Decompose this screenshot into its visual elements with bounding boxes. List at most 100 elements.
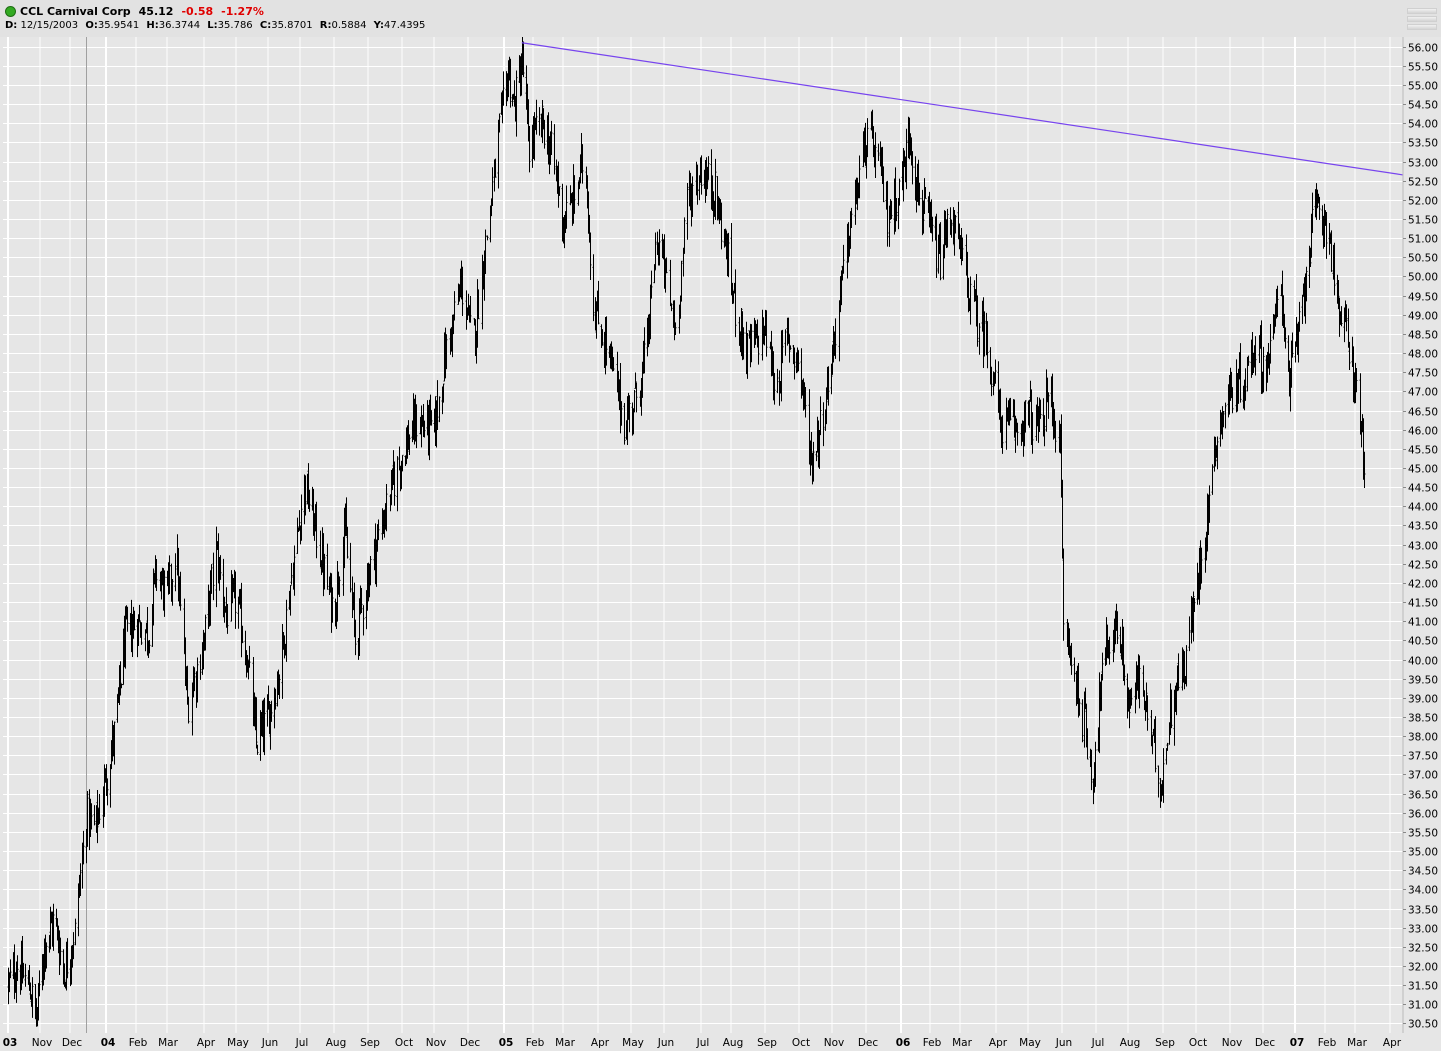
y-value: 47.4395 — [384, 20, 426, 31]
ohlc-bar — [757, 335, 760, 365]
x-tick-label: Mar — [952, 1037, 972, 1049]
y-tick-label: 39.00 — [1408, 694, 1438, 706]
y-tick-label: 51.00 — [1408, 234, 1438, 246]
ohlc-bar — [1340, 306, 1343, 327]
panel-menu-icon[interactable] — [1407, 6, 1437, 30]
ohlc-bar — [82, 830, 85, 865]
ohlc-bar — [1094, 741, 1097, 787]
ohlc-bar — [377, 519, 380, 541]
x-tick-label: Jun — [1055, 1037, 1072, 1049]
ohlc-bar — [978, 323, 981, 355]
ohlc-bar — [773, 372, 776, 405]
ohlc-bar — [396, 456, 399, 512]
x-tick-label: Jul — [295, 1037, 309, 1049]
ohlc-bar — [126, 606, 129, 632]
ohlc-bar — [31, 977, 34, 1018]
ohlc-bar — [683, 217, 686, 254]
x-tick-label: Dec — [460, 1037, 481, 1049]
ohlc-bar — [423, 420, 426, 438]
y-tick-label: 48.00 — [1408, 349, 1438, 361]
y-tick-label: 43.50 — [1408, 521, 1438, 533]
resistance-trendline[interactable] — [521, 42, 1404, 176]
ohlc-bar — [1073, 657, 1076, 682]
ohlc-bar — [793, 347, 796, 380]
x-tick-label: Oct — [1189, 1037, 1207, 1049]
y-tick-label: 38.50 — [1408, 713, 1438, 725]
ohlc-bar — [825, 387, 828, 425]
ohlc-bar — [842, 244, 845, 274]
ohlc-bar — [589, 232, 592, 280]
ohlc-bar — [486, 235, 489, 241]
ohlc-bar — [59, 937, 62, 966]
ohlc-bar — [120, 683, 123, 689]
ohlc-bar — [1054, 420, 1057, 453]
ohlc-bar — [1150, 710, 1153, 747]
price-chart[interactable]: 30.50 31.00 31.50 32.00 32.50 33.00 33.50 34.00… — [0, 37, 1441, 1051]
ohlc-bar — [1146, 695, 1149, 731]
ohlc-bar — [461, 266, 464, 316]
ohlc-bar — [669, 259, 672, 307]
ohlc-bar — [1081, 699, 1084, 743]
ohlc-bar — [634, 372, 637, 390]
ohlc-bar — [990, 366, 993, 397]
ohlc-bar — [1345, 304, 1348, 332]
ohlc-bar — [882, 166, 885, 203]
ohlc-bar — [815, 451, 818, 462]
ohlc-bar — [812, 441, 815, 482]
range-label: R: — [319, 20, 332, 31]
x-tick-label: Oct — [792, 1037, 810, 1049]
ohlc-bar — [1262, 346, 1265, 393]
ohlc-bar — [720, 202, 723, 250]
y-tick-label: 46.50 — [1408, 407, 1438, 419]
quote-title-line: CCL Carnival Corp 45.12 -0.58 -1.27% — [5, 3, 264, 19]
x-tick-label: May — [227, 1037, 249, 1049]
ohlc-bar — [976, 295, 979, 347]
ohlc-bar — [522, 41, 525, 78]
ohlc-bar — [174, 553, 177, 592]
ohlc-bar — [45, 942, 48, 969]
open-value: 35.9541 — [97, 20, 140, 31]
trendline[interactable] — [521, 42, 1404, 176]
ohlc-bar — [665, 257, 668, 274]
ohlc-bar — [581, 144, 584, 184]
x-tick-label: Apr — [989, 1037, 1008, 1049]
y-axis: 30.50 31.00 31.50 32.00 32.50 33.00 33.50 34.00… — [1403, 43, 1438, 1031]
ohlc-bar — [691, 176, 694, 217]
x-tick-label: Jun — [261, 1037, 278, 1049]
ohlc-bar — [308, 489, 311, 512]
ohlc-bar — [1363, 451, 1366, 489]
ohlc-bar — [362, 605, 365, 636]
x-tick-label: Sep — [757, 1037, 777, 1049]
ohlc-bar — [1188, 616, 1191, 652]
ohlc-bar — [784, 329, 787, 356]
ohlc-bar — [827, 366, 830, 406]
ohlc-bar — [834, 318, 837, 359]
ohlc-bar — [553, 124, 556, 175]
ohlc-bar — [1090, 749, 1093, 791]
ohlc-bar — [93, 805, 96, 826]
ohlc-bar — [163, 570, 166, 617]
ohlc-bar — [148, 640, 151, 654]
x-tick-label: Jul — [1091, 1037, 1105, 1049]
ohlc-bar — [1185, 645, 1188, 687]
ohlc-bar — [819, 396, 822, 436]
ohlc-bar — [961, 237, 964, 261]
ohlc-bar — [765, 310, 768, 357]
x-tick-label: Jun — [657, 1037, 674, 1049]
ohlc-bar — [296, 517, 299, 554]
price-change-percent: -1.27% — [221, 4, 264, 18]
y-tick-label: 37.00 — [1408, 770, 1438, 782]
ohlc-bar — [969, 276, 972, 325]
ohlc-bar — [597, 280, 600, 325]
ohlc-bar — [877, 143, 880, 161]
low-label: L: — [207, 20, 218, 31]
x-tick-label: 03 — [3, 1037, 18, 1049]
ohlc-bar — [193, 667, 196, 692]
ohlc-bar — [628, 395, 631, 433]
ohlc-bar — [22, 962, 25, 978]
ohlc-bar — [1214, 436, 1217, 467]
ohlc-bar — [558, 186, 561, 197]
y-tick-label: 41.50 — [1408, 598, 1438, 610]
y-tick-label: 43.00 — [1408, 541, 1438, 553]
ohlc-bar — [155, 559, 158, 591]
